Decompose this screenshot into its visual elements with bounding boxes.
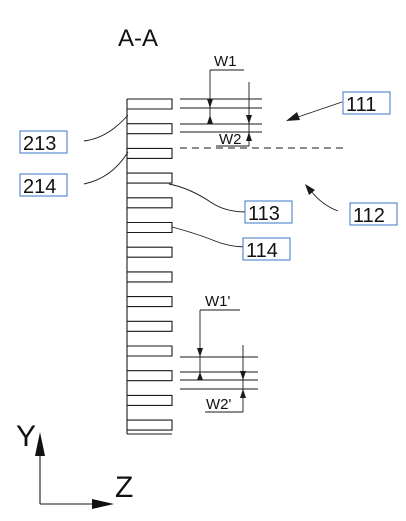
comb-finger — [127, 197, 173, 209]
section-title: A-A — [118, 25, 158, 52]
leader-lines — [83, 101, 343, 248]
svg-text:111: 111 — [346, 94, 376, 116]
coordinate-axes: Y Z — [16, 420, 133, 509]
svg-text:113: 113 — [248, 203, 280, 225]
comb-finger — [127, 419, 173, 431]
comb-finger — [127, 172, 173, 184]
comb-finger — [127, 123, 173, 135]
leader-112 — [310, 190, 339, 212]
z-axis-arrow-icon — [92, 499, 114, 509]
dimension-w2-prime: W2' — [206, 396, 232, 413]
comb-finger — [127, 221, 173, 234]
dimension-w1: W1 — [214, 53, 237, 70]
leader-111 — [297, 101, 343, 118]
svg-text:214: 214 — [23, 176, 56, 198]
axis-label-z: Z — [115, 471, 133, 504]
label-113: 113 — [244, 200, 293, 225]
leader-113 — [168, 183, 247, 213]
label-111: 111 — [342, 91, 391, 116]
comb-finger — [127, 345, 173, 357]
comb-finger — [127, 296, 173, 308]
comb-finger — [127, 320, 173, 332]
label-213: 213 — [19, 130, 68, 155]
arrow-112 — [305, 184, 315, 195]
comb-finger — [127, 394, 173, 406]
comb-finger — [127, 271, 173, 283]
label-112: 112 — [349, 202, 398, 227]
dimension-w1-prime: W1' — [205, 293, 231, 310]
leader-213 — [83, 114, 129, 142]
comb-finger — [127, 246, 173, 258]
svg-text:112: 112 — [353, 205, 385, 227]
dimension-w2: W2 — [219, 131, 242, 148]
label-214: 214 — [19, 173, 68, 198]
axis-label-y: Y — [16, 420, 36, 453]
dimension-bottom: W1' W2' — [180, 293, 258, 413]
comb-finger — [127, 98, 173, 110]
comb-structure — [126, 98, 173, 435]
comb-finger — [127, 370, 173, 382]
leader-214 — [83, 151, 129, 185]
comb-finger — [127, 147, 173, 159]
svg-text:114: 114 — [246, 240, 278, 262]
svg-text:213: 213 — [23, 133, 56, 155]
dimension-top: W1 W2 — [180, 53, 262, 148]
label-114: 114 — [242, 237, 291, 262]
leader-114 — [171, 226, 247, 248]
arrow-111 — [286, 112, 300, 121]
y-axis-arrow-icon — [35, 432, 45, 456]
